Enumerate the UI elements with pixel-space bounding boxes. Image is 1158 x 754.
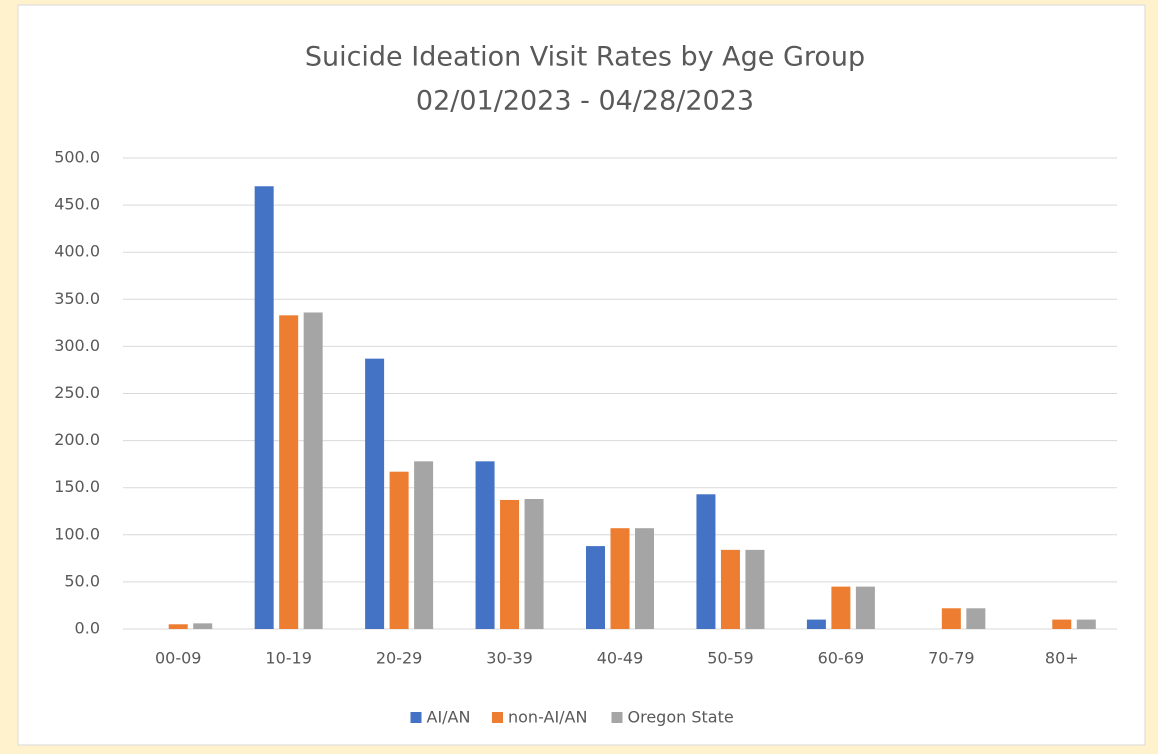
y-tick-label: 300.0 <box>54 336 100 355</box>
y-tick-label: 350.0 <box>54 289 100 308</box>
y-tick-label: 200.0 <box>54 430 100 449</box>
chart-title: Suicide Ideation Visit Rates by Age Grou… <box>305 42 865 73</box>
y-tick-label: 0.0 <box>75 619 100 638</box>
bar <box>524 499 544 629</box>
x-tick-label: 80+ <box>1045 649 1079 668</box>
bar <box>389 471 409 629</box>
bar <box>193 623 213 629</box>
x-tick-label: 10-19 <box>265 649 312 668</box>
legend-label: AI/AN <box>427 708 471 727</box>
bar <box>610 528 630 629</box>
x-tick-label: 70-79 <box>928 649 975 668</box>
legend-swatch <box>410 712 422 723</box>
bar <box>1052 619 1072 629</box>
x-tick-label: 20-29 <box>376 649 423 668</box>
y-tick-label: 50.0 <box>64 571 100 590</box>
x-tick-label: 50-59 <box>707 649 754 668</box>
bar <box>855 586 875 629</box>
bar <box>941 608 961 629</box>
bar <box>414 461 434 629</box>
y-tick-label: 100.0 <box>54 524 100 543</box>
bar <box>966 608 986 629</box>
legend-label: non-AI/AN <box>508 708 587 727</box>
bar <box>635 528 654 629</box>
legend-label: Oregon State <box>628 708 734 727</box>
y-tick-label: 250.0 <box>54 383 100 402</box>
bar <box>586 546 605 629</box>
bar <box>279 315 299 629</box>
bar <box>500 499 520 629</box>
bar <box>1076 619 1096 629</box>
bar <box>831 586 851 629</box>
y-tick-label: 450.0 <box>54 195 100 214</box>
bar <box>720 549 740 629</box>
y-tick-label: 500.0 <box>54 148 100 167</box>
bar <box>168 624 188 629</box>
bar <box>475 461 495 629</box>
x-tick-label: 40-49 <box>597 649 644 668</box>
x-tick-label: 00-09 <box>155 649 202 668</box>
bar <box>745 549 765 629</box>
chart-subtitle: 02/01/2023 - 04/28/2023 <box>416 86 754 117</box>
bar <box>806 619 826 629</box>
y-tick-label: 400.0 <box>54 242 100 261</box>
bar <box>303 312 323 629</box>
bar <box>254 186 274 629</box>
x-tick-label: 60-69 <box>818 649 865 668</box>
x-tick-label: 30-39 <box>486 649 533 668</box>
legend-swatch <box>611 712 623 723</box>
y-tick-label: 150.0 <box>54 477 100 496</box>
bar <box>365 358 385 629</box>
legend-swatch <box>492 712 503 723</box>
bar <box>696 494 716 629</box>
